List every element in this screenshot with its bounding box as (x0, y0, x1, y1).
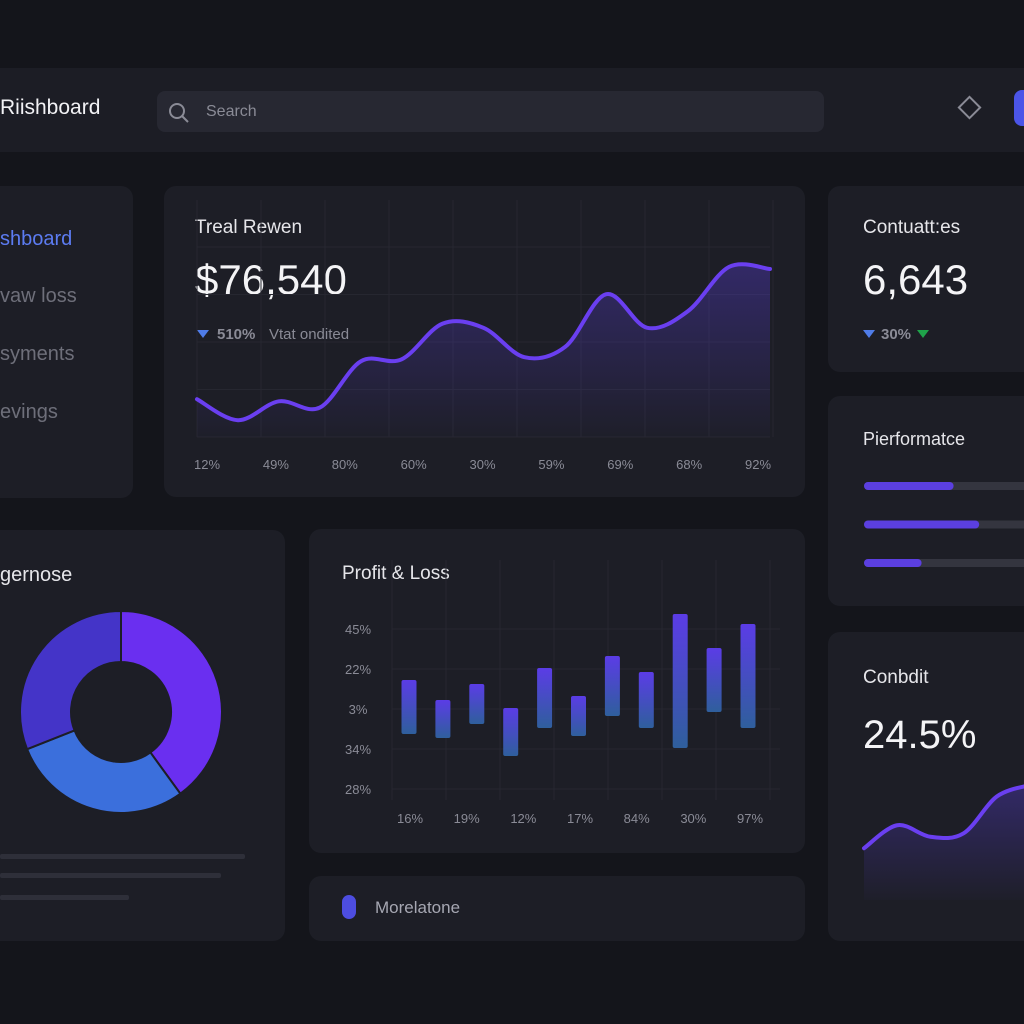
settings-icon[interactable] (957, 95, 982, 120)
donut-slice (25, 729, 182, 814)
contacts-card (828, 186, 1024, 372)
bar (638, 672, 654, 728)
x-tick-label: 92% (745, 457, 771, 472)
card-value: $76,540 (195, 256, 347, 303)
performance-card (828, 396, 1024, 606)
x-tick-label: 69% (607, 457, 633, 472)
x-tick-label: 80% (332, 457, 358, 472)
progress-fill (864, 559, 922, 567)
bar (571, 696, 586, 736)
down-arrow (863, 330, 875, 338)
card-title: Conbdit (863, 667, 929, 688)
search-box[interactable] (157, 91, 824, 132)
bar (503, 708, 519, 756)
search-placeholder: Search (206, 103, 257, 120)
x-tick-label: 59% (538, 457, 564, 472)
up-arrow (917, 330, 929, 338)
card-value: 24.5% (863, 713, 977, 757)
change-value: 30% (881, 326, 912, 343)
app-title: Riishboard (0, 96, 101, 119)
footer-label: Morelatone (375, 898, 461, 917)
change-note: Vtat ondited (269, 326, 350, 343)
footer-card (309, 876, 805, 941)
change-value: 510% (217, 326, 256, 343)
x-tick-label: 68% (676, 457, 702, 472)
donut-slice (120, 609, 223, 796)
search-icon (181, 115, 189, 123)
y-tick-label: 45% (345, 622, 371, 637)
x-tick-label: 19% (454, 811, 480, 826)
card-title: Profit & Loss (342, 563, 450, 584)
bar (740, 624, 756, 728)
line (862, 784, 1024, 851)
placeholder-line (0, 895, 129, 900)
bar (401, 680, 417, 734)
donut-slice (19, 609, 122, 751)
down-arrow (197, 330, 209, 338)
placeholder-line (0, 854, 245, 859)
nav-item[interactable]: syments (0, 343, 75, 365)
bar (604, 656, 620, 716)
x-tick-label: 12% (194, 457, 220, 472)
x-tick-label: 49% (263, 457, 289, 472)
x-tick-label: 17% (567, 811, 593, 826)
sidebar (0, 186, 133, 498)
placeholder-line (0, 873, 221, 878)
nav-item[interactable]: shboard (0, 228, 73, 250)
area (197, 264, 770, 437)
card-title: Pierformatce (863, 429, 966, 449)
card-title: Treal Rewen (195, 217, 303, 238)
x-tick-label: 84% (624, 811, 650, 826)
card-title: gernose (0, 564, 73, 586)
bar (537, 668, 553, 728)
action-button[interactable] (1014, 90, 1024, 126)
area (864, 786, 1024, 900)
bar (672, 614, 688, 748)
bar (706, 648, 722, 712)
x-tick-label: 60% (401, 457, 427, 472)
x-tick-label: 30% (680, 811, 706, 826)
nav-item[interactable]: evings (0, 401, 58, 423)
line (195, 262, 772, 423)
progress-fill (864, 520, 980, 529)
y-tick-label: 28% (345, 782, 371, 797)
x-tick-label: 16% (397, 811, 423, 826)
bar (469, 684, 485, 724)
toggle[interactable] (342, 895, 356, 919)
card-title: Contuatt:es (863, 217, 961, 238)
x-tick-label: 97% (737, 811, 763, 826)
bar (435, 700, 451, 738)
search-icon (169, 103, 185, 119)
y-tick-label: 3% (349, 702, 368, 717)
x-tick-label: 30% (469, 457, 495, 472)
y-tick-label: 34% (345, 742, 371, 757)
x-tick-label: 12% (510, 811, 536, 826)
progress-fill (864, 482, 954, 490)
card-value: 6,643 (863, 256, 969, 303)
y-tick-label: 22% (345, 662, 371, 677)
nav-item[interactable]: vaw loss (0, 285, 77, 307)
